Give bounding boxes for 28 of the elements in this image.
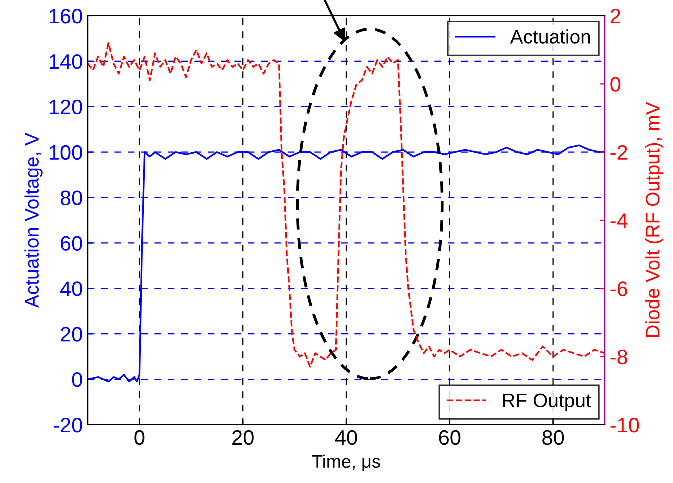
- y-axis-title: Actuation Voltage, V: [24, 133, 43, 308]
- legend-label: RF Output: [503, 394, 592, 412]
- y2-tick-label: -4: [610, 214, 628, 228]
- y2-axis-title: Diode Volt (RF Output), mV: [646, 102, 664, 338]
- y2-tick-label: 0: [610, 77, 621, 92]
- y2-tick-label: -8: [610, 350, 628, 365]
- y-tick-label: -20: [54, 418, 82, 433]
- line-series: [88, 42, 605, 368]
- y-tick-label: 60: [61, 236, 82, 251]
- y2-tick-label: -10: [610, 418, 640, 433]
- y2-tick-label: -6: [610, 282, 628, 296]
- legend-label: Actuation: [510, 30, 590, 44]
- x-tick-label: 80: [542, 430, 564, 446]
- x-tick-label: 60: [439, 430, 461, 446]
- y-tick-label: 80: [60, 190, 82, 206]
- y-tick-label: 120: [50, 100, 82, 115]
- y2-tick-label: -2: [610, 145, 628, 160]
- y-tick-label: 100: [50, 145, 82, 160]
- x-tick-label: 40: [335, 430, 358, 446]
- x-axis-title: Time, μs: [312, 454, 380, 472]
- y2-tick-label: 2: [610, 9, 620, 24]
- y-tick-label: 0: [72, 372, 82, 388]
- x-tick-label: 0: [134, 430, 145, 446]
- y-tick-label: 140: [50, 54, 82, 70]
- y-tick-label: 40: [60, 282, 82, 296]
- x-tick-label: 20: [232, 430, 254, 446]
- y-tick-label: 20: [61, 327, 82, 342]
- y-tick-label: 160: [50, 9, 82, 24]
